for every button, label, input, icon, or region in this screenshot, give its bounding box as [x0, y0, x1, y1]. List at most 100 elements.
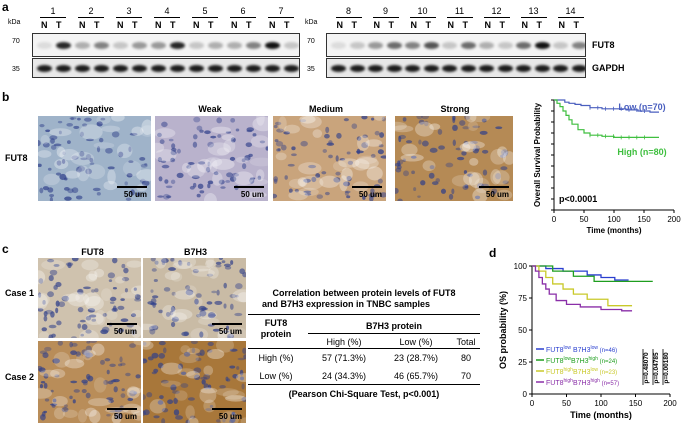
blot-band: [56, 65, 71, 72]
blot-band: [460, 65, 476, 72]
blot-band: [246, 42, 261, 49]
tumor-lane-label: T: [462, 20, 469, 30]
table-cell: 70: [460, 371, 471, 381]
gapdh-protein-label: GAPDH: [592, 63, 625, 73]
scale-bar: 50 um: [117, 177, 147, 199]
y-axis-label: Overall Survival Probability: [533, 102, 542, 207]
blot-band: [246, 65, 261, 72]
panel-b-letter: b: [2, 90, 10, 104]
normal-lane-label: N: [558, 20, 566, 30]
blot-band: [534, 42, 550, 49]
lane-bracket: [446, 17, 473, 18]
km-b-legend-high: High (n=80): [617, 147, 666, 157]
blot-band: [151, 65, 166, 72]
scale-bar-label: 50 um: [358, 190, 382, 199]
normal-lane-label: N: [41, 20, 48, 30]
lane-bracket: [192, 17, 218, 18]
case-2-label: Case 2: [5, 372, 35, 382]
km-d-axes: 0 25 50 75 100 0 50 100 150 200 Time (months) OS pr…: [498, 262, 677, 420]
blot-band: [368, 65, 383, 72]
ihc-image-negative: 50 um: [38, 116, 151, 201]
fut8-protein-label: FUT8: [592, 40, 615, 50]
lane-bracket: [557, 17, 584, 18]
tumor-lane-label: T: [246, 20, 252, 30]
tumor-lane-label: T: [132, 20, 138, 30]
normal-lane-label: N: [117, 20, 124, 30]
tumor-lane-label: T: [56, 20, 62, 30]
mw-70-left: 70: [12, 38, 20, 45]
mw-35-left: 35: [12, 66, 20, 73]
scale-bar: 50 um: [107, 314, 137, 336]
scale-bar-line: [117, 186, 147, 188]
blot-band: [132, 65, 147, 72]
table-cell: 46 (65.7%): [393, 371, 439, 381]
ihc-image-weak: 50 um: [155, 116, 268, 201]
blot-band: [170, 42, 185, 49]
blot-band: [386, 42, 402, 49]
blot-band: [227, 65, 242, 72]
x-tick-label: 150: [637, 215, 651, 224]
normal-lane-label: N: [521, 20, 529, 30]
legend-entry: FUT8lowB7H3high (n=24): [546, 356, 617, 365]
table-col-total: Total: [456, 337, 476, 347]
normal-lane-label: N: [79, 20, 86, 30]
scale-bar-line: [212, 323, 242, 325]
tissue-texture: [38, 116, 151, 201]
fut8-blot-left: [32, 33, 300, 57]
panel-a-letter: a: [2, 0, 9, 14]
case-1-label: Case 1: [5, 288, 35, 298]
lane-number-5: 5: [202, 6, 208, 16]
blot-band: [37, 65, 52, 72]
scale-bar: 50 um: [234, 177, 264, 199]
scale-bar-label: 50 um: [218, 412, 242, 421]
tumor-lane-label: T: [573, 20, 580, 30]
tumor-lane-label: T: [425, 20, 432, 30]
panel-c-letter: c: [2, 242, 9, 256]
normal-lane-label: N: [447, 20, 455, 30]
legend-entry: FUT8highB7H3high (n=57): [546, 378, 619, 387]
blot-band: [94, 42, 109, 49]
scale-bar: 50 um: [352, 177, 382, 199]
ihc-image-strong: 50 um: [395, 116, 513, 201]
panel-d-letter: d: [489, 246, 497, 260]
ihc-case1-b7h3: 50 um: [143, 258, 246, 338]
blot-band: [94, 65, 109, 72]
fut8-blot-right: [326, 33, 586, 57]
blot-band: [386, 65, 402, 72]
legend-entry: FUT8low B7H3low (n=46): [546, 345, 617, 354]
tissue-texture: [143, 341, 246, 423]
ihc-title-negative: Negative: [76, 104, 114, 114]
scale-bar: 50 um: [212, 399, 242, 421]
lane-number-11: 11: [454, 6, 465, 16]
x-tick-label: 100: [607, 215, 621, 224]
tissue-texture: [38, 258, 141, 338]
lane-number-8: 8: [345, 6, 351, 16]
blot-band: [189, 42, 204, 49]
blot-band: [113, 65, 128, 72]
tumor-lane-label: T: [351, 20, 358, 30]
blot-band: [37, 42, 52, 49]
table-col-low: Low (%): [399, 337, 433, 347]
km-b-pvalue: p<0.0001: [559, 194, 597, 204]
x-tick-label: 50: [580, 215, 589, 224]
ihc-case2-fut8: 50 um: [38, 341, 141, 423]
blot-band: [227, 42, 242, 49]
blot-band: [497, 65, 513, 72]
x-tick-label: 50: [562, 399, 571, 408]
table-rowheader-line2: protein: [260, 329, 292, 339]
x-tick-label: 200: [667, 215, 681, 224]
lane-number-2: 2: [88, 6, 94, 16]
tumor-lane-label: T: [536, 20, 543, 30]
kda-label-left: kDa: [8, 19, 21, 26]
table-footnote: (Pearson Chi-Square Test, p<0.001): [288, 389, 440, 399]
blot-band: [331, 42, 346, 49]
y-tick-label: 75: [518, 294, 527, 303]
pvalue-label: p=0.04785: [653, 352, 660, 384]
table-rule-top: [248, 314, 480, 315]
x-tick-label: 200: [663, 399, 677, 408]
legend-entry: FUT8highB7H3low (n=23): [546, 367, 617, 376]
scale-bar-label: 50 um: [113, 327, 137, 336]
x-tick-label: 150: [629, 399, 643, 408]
pvalue-label: p=0.00180: [663, 352, 670, 384]
table-title-line1: Correlation between protein levels of FU…: [272, 288, 456, 298]
